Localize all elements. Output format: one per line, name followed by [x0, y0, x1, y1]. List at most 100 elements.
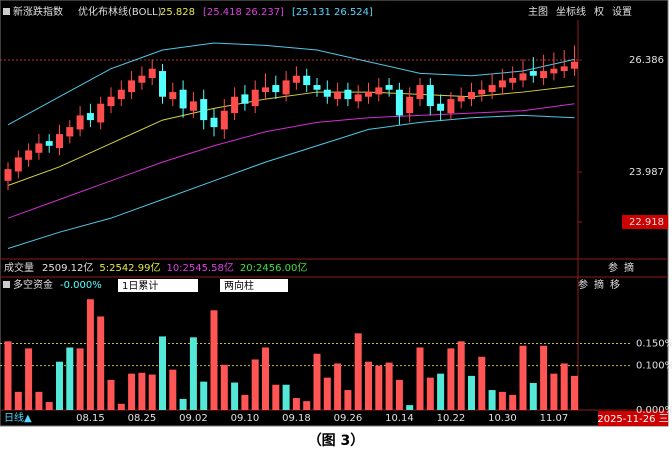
candle-body	[550, 68, 558, 74]
candle-body	[375, 87, 383, 95]
period[interactable]: 日线▲	[4, 411, 32, 424]
bar	[169, 369, 177, 410]
bar	[385, 362, 393, 410]
bar	[498, 391, 506, 410]
bar	[550, 373, 558, 410]
volume-value: 2509.12亿	[42, 261, 93, 274]
candle-body	[189, 101, 197, 111]
candle-body	[159, 71, 166, 97]
tool[interactable]: 参	[578, 278, 588, 291]
bar	[148, 374, 156, 410]
bar	[35, 391, 43, 410]
candle-body	[468, 92, 475, 100]
bar	[220, 364, 228, 410]
candle-body	[128, 80, 136, 93]
toolbar-item[interactable]: 坐标线	[556, 5, 586, 18]
bar	[488, 390, 496, 410]
y-tick-label: 0.000%	[636, 405, 672, 416]
candle-body	[509, 78, 517, 83]
x-tick-label: 11.07	[540, 413, 569, 424]
candle-body	[25, 150, 33, 160]
bar	[519, 345, 527, 410]
dropdown[interactable]	[220, 279, 288, 292]
bar	[117, 403, 125, 410]
bar	[76, 348, 84, 410]
candle-body	[395, 89, 403, 116]
tool[interactable]: 参	[608, 261, 618, 274]
toolbar-item[interactable]: 主图	[528, 6, 548, 18]
bar	[128, 373, 136, 410]
candle-body	[529, 71, 537, 76]
bar	[231, 382, 239, 410]
indicator: 优化布林线(BOLL)	[78, 5, 162, 18]
candle-body	[231, 96, 239, 114]
bar	[66, 347, 74, 410]
bar	[344, 390, 352, 410]
tool[interactable]: 摘	[624, 261, 634, 274]
x-tick-label: 09.10	[231, 413, 260, 424]
bar	[45, 402, 53, 410]
bar	[334, 363, 342, 410]
candle-body	[344, 89, 352, 100]
bar	[375, 365, 383, 410]
candle-body	[241, 94, 249, 104]
bar	[406, 405, 414, 410]
candle-body	[262, 87, 269, 93]
bar	[282, 384, 290, 410]
bar	[107, 379, 115, 410]
tool[interactable]: 移	[610, 278, 620, 291]
bar	[241, 394, 249, 410]
bar	[179, 398, 187, 410]
bar	[323, 377, 331, 410]
candle-body	[251, 89, 259, 107]
bar	[4, 341, 12, 410]
y-tick-label: 26.386	[629, 55, 664, 66]
candle-body	[354, 94, 362, 102]
candle-body	[385, 85, 393, 90]
bar	[426, 377, 434, 410]
candle-body	[272, 85, 280, 93]
candle-body	[437, 103, 445, 111]
bar	[313, 353, 321, 410]
indicator-value: 25.828	[160, 7, 195, 18]
tool[interactable]: 摘	[594, 278, 604, 291]
candle-body	[313, 85, 321, 90]
bar	[189, 337, 197, 410]
candle-body	[488, 85, 496, 93]
candle-body	[282, 80, 290, 95]
bar	[97, 316, 105, 410]
bar	[272, 384, 280, 410]
dropdown[interactable]	[118, 279, 198, 292]
y-tick-label: 22.918	[629, 217, 664, 228]
panel-value: -0.000%	[60, 280, 102, 291]
bar	[262, 347, 269, 410]
toolbar-item[interactable]: 设置	[612, 6, 632, 18]
band-line	[7, 85, 575, 186]
band-line	[7, 42, 575, 126]
x-tick-label: 09.26	[334, 413, 363, 424]
indicator-value: [25.418 26.237]	[203, 7, 284, 18]
candle-body	[540, 71, 548, 79]
dropdown-text[interactable]: 两向柱	[224, 279, 254, 292]
bar	[395, 379, 403, 410]
candle-body	[406, 96, 414, 114]
bar	[560, 363, 568, 410]
bar	[416, 347, 424, 410]
candle-body	[97, 103, 105, 123]
x-tick-label: 08.15	[76, 413, 105, 424]
candle-body	[4, 169, 12, 181]
bar	[529, 382, 537, 410]
candle-body	[117, 89, 125, 100]
icon	[3, 8, 10, 15]
candle-body	[323, 89, 331, 97]
volume-value: 5:2542.99亿	[99, 261, 160, 274]
toolbar-item[interactable]: 权	[594, 5, 604, 18]
bar	[509, 394, 517, 410]
bar	[354, 333, 362, 410]
candle-body	[66, 127, 74, 137]
bar	[292, 398, 300, 410]
dropdown-text[interactable]: 1日累计	[122, 279, 158, 292]
bar	[86, 299, 94, 410]
bar	[159, 336, 166, 410]
bar	[365, 361, 372, 410]
